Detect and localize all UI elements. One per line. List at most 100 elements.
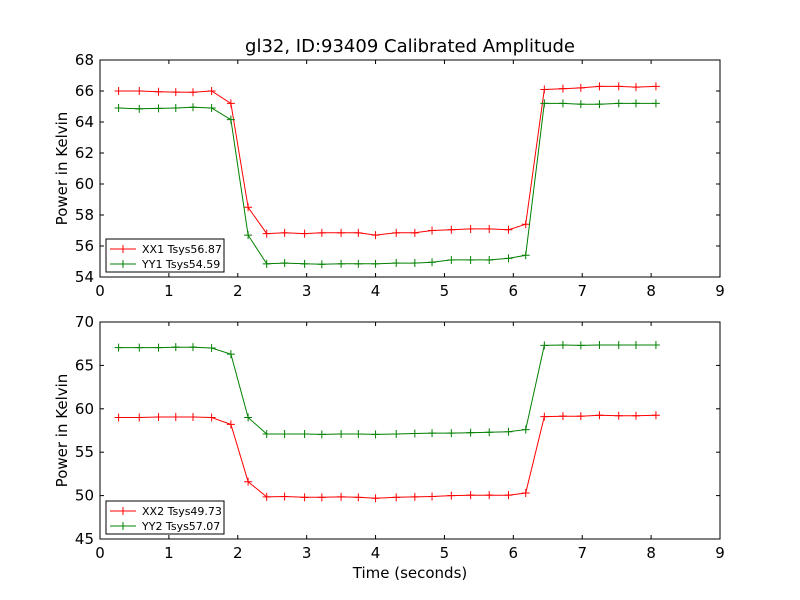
data-point bbox=[354, 493, 363, 502]
data-point bbox=[154, 413, 163, 422]
data-point bbox=[171, 88, 180, 97]
data-point bbox=[447, 491, 456, 500]
y-tick-label: 55 bbox=[75, 443, 94, 461]
data-point bbox=[244, 231, 253, 240]
legend: XX1 Tsys56.87 YY1 Tsys54.59 bbox=[105, 238, 225, 273]
y-tick-label: 62 bbox=[75, 144, 94, 162]
data-point bbox=[171, 104, 180, 113]
data-point bbox=[504, 225, 513, 234]
x-tick-label: 8 bbox=[646, 544, 656, 562]
data-point bbox=[466, 255, 475, 264]
legend-entry-1: XX2 Tsys49.73 bbox=[142, 505, 222, 518]
data-point bbox=[466, 428, 475, 437]
x-tick-label: 3 bbox=[302, 282, 312, 300]
data-point bbox=[317, 260, 326, 269]
data-point bbox=[521, 425, 530, 434]
data-point bbox=[521, 488, 530, 497]
data-point bbox=[558, 84, 567, 93]
data-point bbox=[428, 258, 437, 267]
data-point bbox=[558, 341, 567, 350]
data-point bbox=[540, 412, 549, 421]
x-tick-label: 9 bbox=[715, 282, 725, 300]
data-point bbox=[504, 427, 513, 436]
data-point bbox=[392, 493, 401, 502]
data-point bbox=[280, 228, 289, 237]
plot-frame bbox=[99, 321, 721, 540]
y-tick-label: 50 bbox=[75, 487, 94, 505]
x-tick-label: 6 bbox=[509, 282, 519, 300]
data-point bbox=[114, 104, 123, 113]
data-point bbox=[280, 429, 289, 438]
data-point bbox=[576, 341, 585, 350]
data-point bbox=[244, 477, 253, 486]
x-tick-label: 5 bbox=[440, 544, 450, 562]
data-point bbox=[226, 350, 235, 359]
y-tick-label: 64 bbox=[75, 113, 94, 131]
data-point bbox=[114, 87, 123, 95]
data-point bbox=[171, 413, 180, 422]
data-point bbox=[371, 430, 380, 439]
data-point bbox=[651, 99, 660, 108]
data-point bbox=[154, 104, 163, 113]
data-point bbox=[371, 259, 380, 268]
data-point bbox=[354, 429, 363, 438]
data-point bbox=[428, 492, 437, 501]
data-point bbox=[428, 429, 437, 438]
data-point bbox=[392, 429, 401, 438]
data-point bbox=[540, 341, 549, 350]
y-axis-label: Power in Kelvin bbox=[53, 112, 71, 226]
data-point bbox=[595, 82, 604, 91]
data-point bbox=[226, 420, 235, 429]
legend-marker-1 bbox=[119, 245, 127, 253]
x-tick-label: 5 bbox=[440, 282, 450, 300]
data-point bbox=[576, 100, 585, 109]
x-tick-label: 4 bbox=[371, 282, 381, 300]
y-tick-label: 65 bbox=[75, 356, 94, 374]
x-axis-label: Time (seconds) bbox=[352, 564, 468, 582]
y-axis-label: Power in Kelvin bbox=[53, 374, 71, 488]
data-point bbox=[631, 99, 640, 108]
data-point bbox=[392, 259, 401, 268]
legend-marker-2 bbox=[119, 260, 127, 268]
y-tick-label: 68 bbox=[75, 51, 94, 69]
data-point bbox=[371, 494, 380, 503]
data-point bbox=[392, 228, 401, 237]
data-point bbox=[317, 228, 326, 237]
data-point bbox=[189, 88, 197, 97]
legend: XX2 Tsys49.73 YY2 Tsys57.07 bbox=[105, 500, 225, 535]
data-point bbox=[317, 493, 326, 502]
data-point bbox=[447, 225, 456, 234]
x-tick-label: 8 bbox=[646, 282, 656, 300]
data-point bbox=[171, 343, 180, 352]
data-point bbox=[410, 228, 419, 237]
data-point bbox=[595, 411, 604, 420]
data-point bbox=[504, 491, 513, 500]
data-point bbox=[521, 220, 530, 229]
data-point bbox=[354, 259, 363, 268]
data-point bbox=[135, 413, 144, 422]
data-point bbox=[317, 430, 326, 439]
y-tick-label: 70 bbox=[75, 313, 94, 331]
data-point bbox=[651, 341, 660, 350]
y-tick-label: 60 bbox=[75, 400, 94, 418]
data-point bbox=[485, 255, 494, 264]
data-point bbox=[614, 82, 623, 91]
y-tick-label: 54 bbox=[75, 268, 94, 286]
data-point bbox=[135, 343, 144, 352]
data-point bbox=[614, 99, 623, 108]
x-tick-label: 4 bbox=[371, 544, 381, 562]
data-point bbox=[595, 341, 604, 350]
data-point bbox=[207, 104, 216, 113]
data-point bbox=[410, 492, 419, 501]
data-point bbox=[207, 344, 216, 353]
data-point bbox=[447, 429, 456, 438]
data-point bbox=[614, 341, 623, 350]
data-point bbox=[540, 99, 549, 108]
data-point bbox=[521, 251, 530, 260]
data-point bbox=[466, 224, 475, 233]
data-point bbox=[280, 492, 289, 501]
legend-entry-2: YY2 Tsys57.07 bbox=[141, 520, 220, 533]
data-point bbox=[447, 255, 456, 264]
data-point bbox=[337, 259, 346, 268]
x-tick-label: 1 bbox=[164, 282, 174, 300]
